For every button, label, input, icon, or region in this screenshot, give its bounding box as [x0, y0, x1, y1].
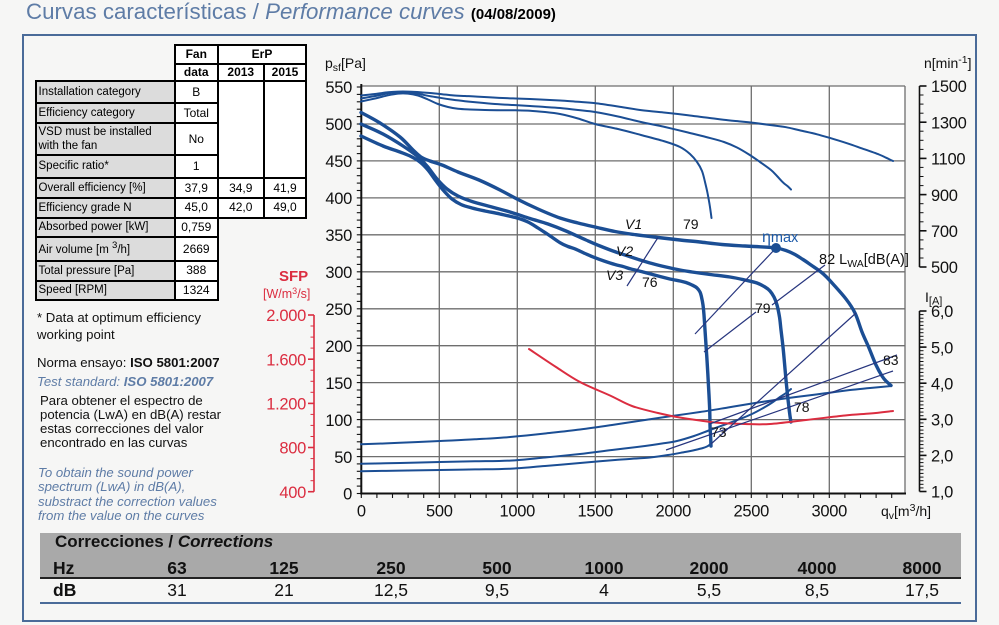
svg-text:78: 78 — [794, 399, 810, 415]
svg-text:79: 79 — [683, 216, 699, 232]
svg-text:2000: 2000 — [656, 503, 692, 521]
svg-text:1500: 1500 — [578, 503, 614, 521]
svg-text:1,0: 1,0 — [931, 484, 953, 502]
svg-text:1.600: 1.600 — [266, 351, 306, 369]
svg-text:200: 200 — [325, 338, 352, 356]
svg-text:2.000: 2.000 — [266, 307, 306, 325]
svg-text:qv[m3/h]: qv[m3/h] — [881, 502, 931, 522]
svg-text:2,0: 2,0 — [931, 448, 953, 466]
svg-text:n[min-1]: n[min-1] — [924, 54, 971, 71]
svg-text:300: 300 — [325, 264, 352, 282]
svg-text:76: 76 — [642, 274, 658, 290]
svg-text:79: 79 — [755, 300, 771, 316]
svg-text:550: 550 — [325, 79, 352, 97]
svg-text:0: 0 — [343, 486, 352, 504]
svg-text:2500: 2500 — [734, 503, 770, 521]
svg-text:83: 83 — [883, 352, 899, 368]
svg-text:500: 500 — [426, 503, 453, 521]
svg-text:ηmax: ηmax — [762, 229, 799, 246]
svg-text:73: 73 — [711, 424, 727, 440]
svg-text:500: 500 — [931, 259, 958, 277]
svg-text:800: 800 — [279, 440, 306, 458]
svg-text:150: 150 — [325, 375, 352, 393]
svg-text:[W/m3/s]: [W/m3/s] — [263, 286, 310, 301]
svg-text:1000: 1000 — [500, 503, 536, 521]
svg-text:1300: 1300 — [931, 114, 967, 132]
svg-text:psf[Pa]: psf[Pa] — [325, 55, 366, 74]
svg-text:6,0: 6,0 — [931, 303, 953, 321]
svg-text:700: 700 — [931, 223, 958, 241]
svg-text:V3: V3 — [606, 267, 623, 283]
svg-text:V1: V1 — [625, 216, 642, 232]
svg-text:400: 400 — [325, 190, 352, 208]
svg-text:4,0: 4,0 — [931, 375, 953, 393]
svg-text:50: 50 — [334, 449, 352, 467]
svg-text:400: 400 — [279, 484, 306, 502]
svg-text:500: 500 — [325, 116, 352, 134]
svg-text:350: 350 — [325, 227, 352, 245]
svg-text:3000: 3000 — [812, 503, 848, 521]
svg-text:82 LWA[dB(A)]: 82 LWA[dB(A)] — [819, 252, 909, 270]
svg-text:1500: 1500 — [931, 78, 967, 96]
svg-text:SFP: SFP — [279, 268, 308, 285]
svg-text:3,0: 3,0 — [931, 412, 953, 430]
svg-text:450: 450 — [325, 153, 352, 171]
svg-text:1.200: 1.200 — [266, 396, 306, 414]
svg-text:100: 100 — [325, 412, 352, 430]
svg-text:V2: V2 — [616, 243, 633, 259]
svg-text:900: 900 — [931, 187, 958, 205]
svg-text:250: 250 — [325, 301, 352, 319]
svg-text:1100: 1100 — [931, 151, 965, 169]
svg-text:5,0: 5,0 — [931, 339, 953, 357]
svg-text:0: 0 — [357, 503, 366, 521]
